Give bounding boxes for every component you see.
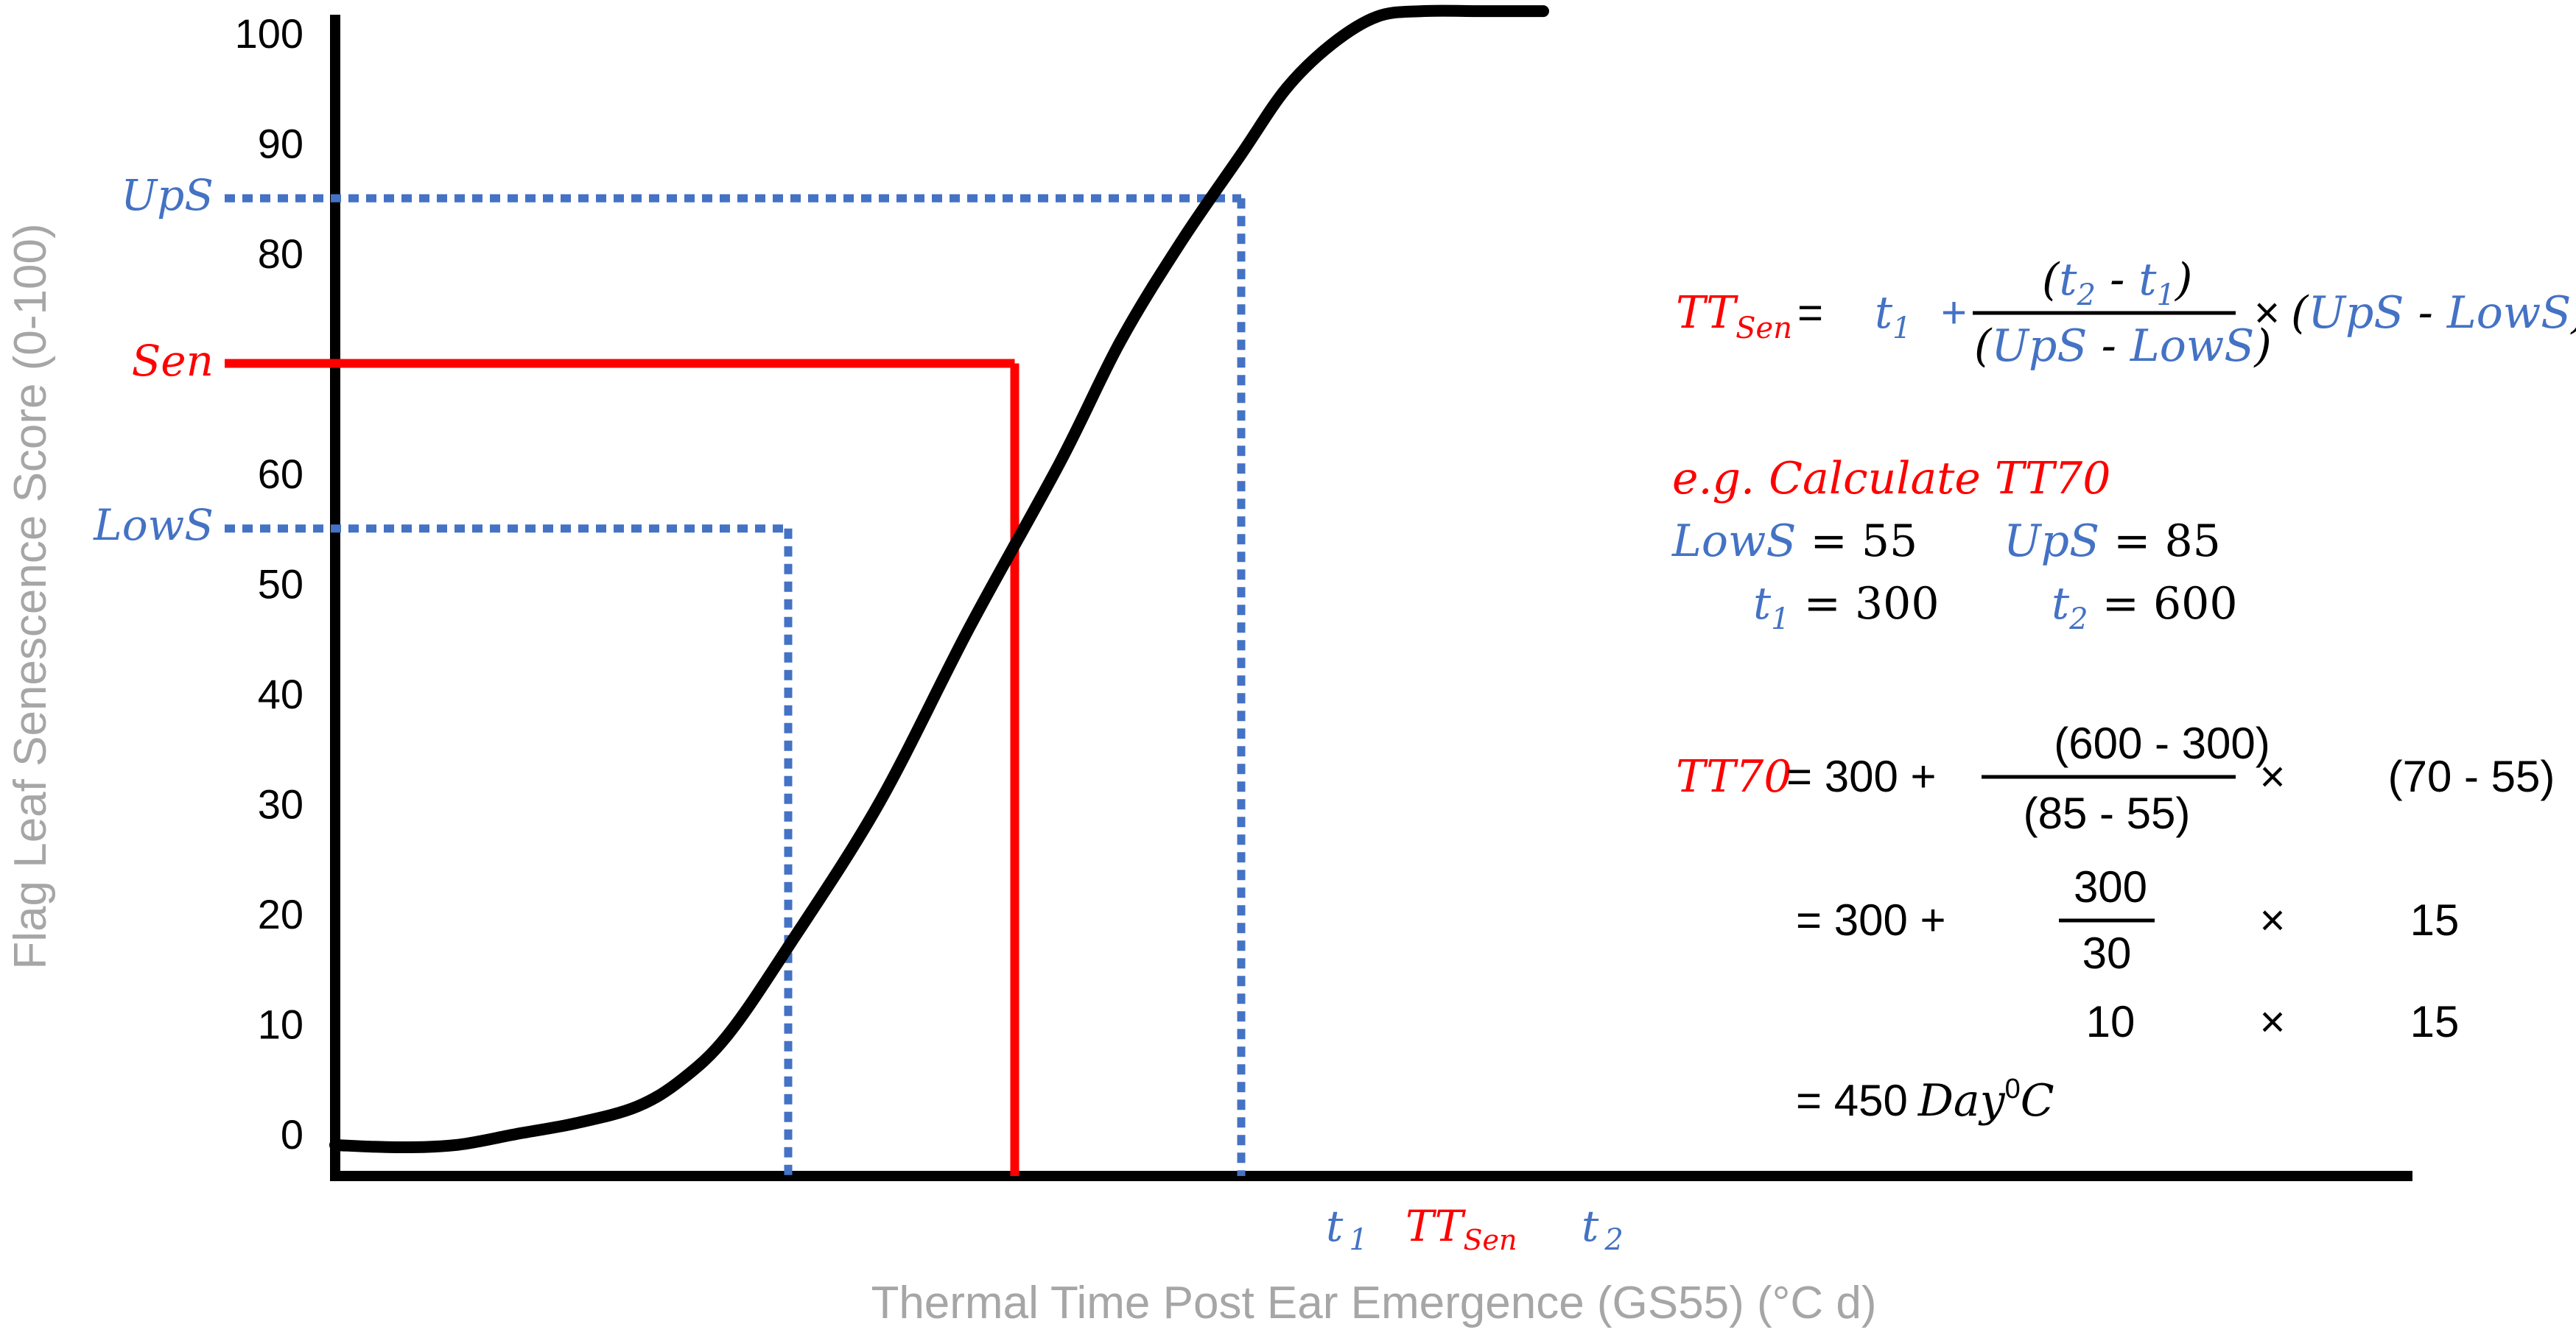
sen-label: Sen <box>132 336 214 386</box>
tt-sen-formula: TTSen = t1 + (t2 - t1) (UpS - LowS) × (U… <box>1676 254 2576 372</box>
svg-text:15: 15 <box>2410 997 2460 1046</box>
svg-text:e.g. Calculate TT70: e.g. Calculate TT70 <box>1672 453 2110 504</box>
svg-text:(t2 - t1): (t2 - t1) <box>2042 254 2192 312</box>
svg-text:(85 - 55): (85 - 55) <box>2024 789 2191 838</box>
y-tick-label: 60 <box>258 451 303 497</box>
svg-text:10: 10 <box>2086 997 2135 1046</box>
worked-example: e.g. Calculate TT70 LowS = 55 UpS = 85 t… <box>1671 453 2555 1127</box>
ups-label: UpS <box>121 170 214 220</box>
svg-text:= 300 +: = 300 + <box>1796 895 1946 945</box>
svg-text:(600 - 300): (600 - 300) <box>2054 719 2270 768</box>
svg-text:(UpS - LowS): (UpS - LowS) <box>1974 320 2272 372</box>
y-tick-label: 0 <box>281 1111 303 1158</box>
svg-text:(70 - 55): (70 - 55) <box>2388 752 2555 801</box>
svg-text:t1: t1 <box>1875 287 1912 345</box>
senescence-curve <box>329 4 1549 1153</box>
svg-text:×: × <box>2259 752 2285 801</box>
svg-text:300: 300 <box>2074 862 2147 912</box>
y-axis-title: Flag Leaf Senescence Score (0-100) <box>5 223 56 969</box>
svg-text:= 300 +: = 300 + <box>1786 752 1937 801</box>
svg-text:+: + <box>1941 288 1967 337</box>
svg-text:×: × <box>2259 895 2285 945</box>
svg-text:LowS = 55: LowS = 55 <box>1671 515 1917 567</box>
x-axis-title: Thermal Time Post Ear Emergence (GS55) (… <box>871 1278 1876 1328</box>
svg-text:×: × <box>2259 997 2285 1046</box>
lows-label: LowS <box>93 500 214 550</box>
y-tick-label: 80 <box>258 230 303 277</box>
y-tick-label: 40 <box>258 671 303 717</box>
svg-text:×: × <box>2254 288 2280 337</box>
svg-text:UpS = 85: UpS = 85 <box>2004 515 2221 567</box>
reference-lines <box>225 194 1246 1176</box>
y-tick-label: 30 <box>258 781 303 828</box>
svg-text:t1 = 300: t1 = 300 <box>1753 578 1940 636</box>
svg-text:(UpS - LowS): (UpS - LowS) <box>2291 287 2576 339</box>
y-tick-label: 50 <box>258 561 303 608</box>
svg-text:=: = <box>1797 288 1823 337</box>
y-tick-label: 100 <box>235 10 303 57</box>
svg-text:t2 = 600: t2 = 600 <box>2052 578 2238 636</box>
y-tick-label: 90 <box>258 121 303 167</box>
svg-text:30: 30 <box>2082 929 2132 978</box>
svg-text:15: 15 <box>2410 895 2460 945</box>
svg-text:TTSen: TTSen <box>1676 287 1792 345</box>
svg-text:TT70: TT70 <box>1676 751 1792 803</box>
y-tick-label: 10 <box>258 1001 303 1048</box>
y-tick-labels: 0 10 20 30 40 50 60 80 90 100 <box>235 10 303 1158</box>
y-tick-label: 20 <box>258 891 303 937</box>
ttsen-label: TTSen <box>1405 1201 1517 1256</box>
